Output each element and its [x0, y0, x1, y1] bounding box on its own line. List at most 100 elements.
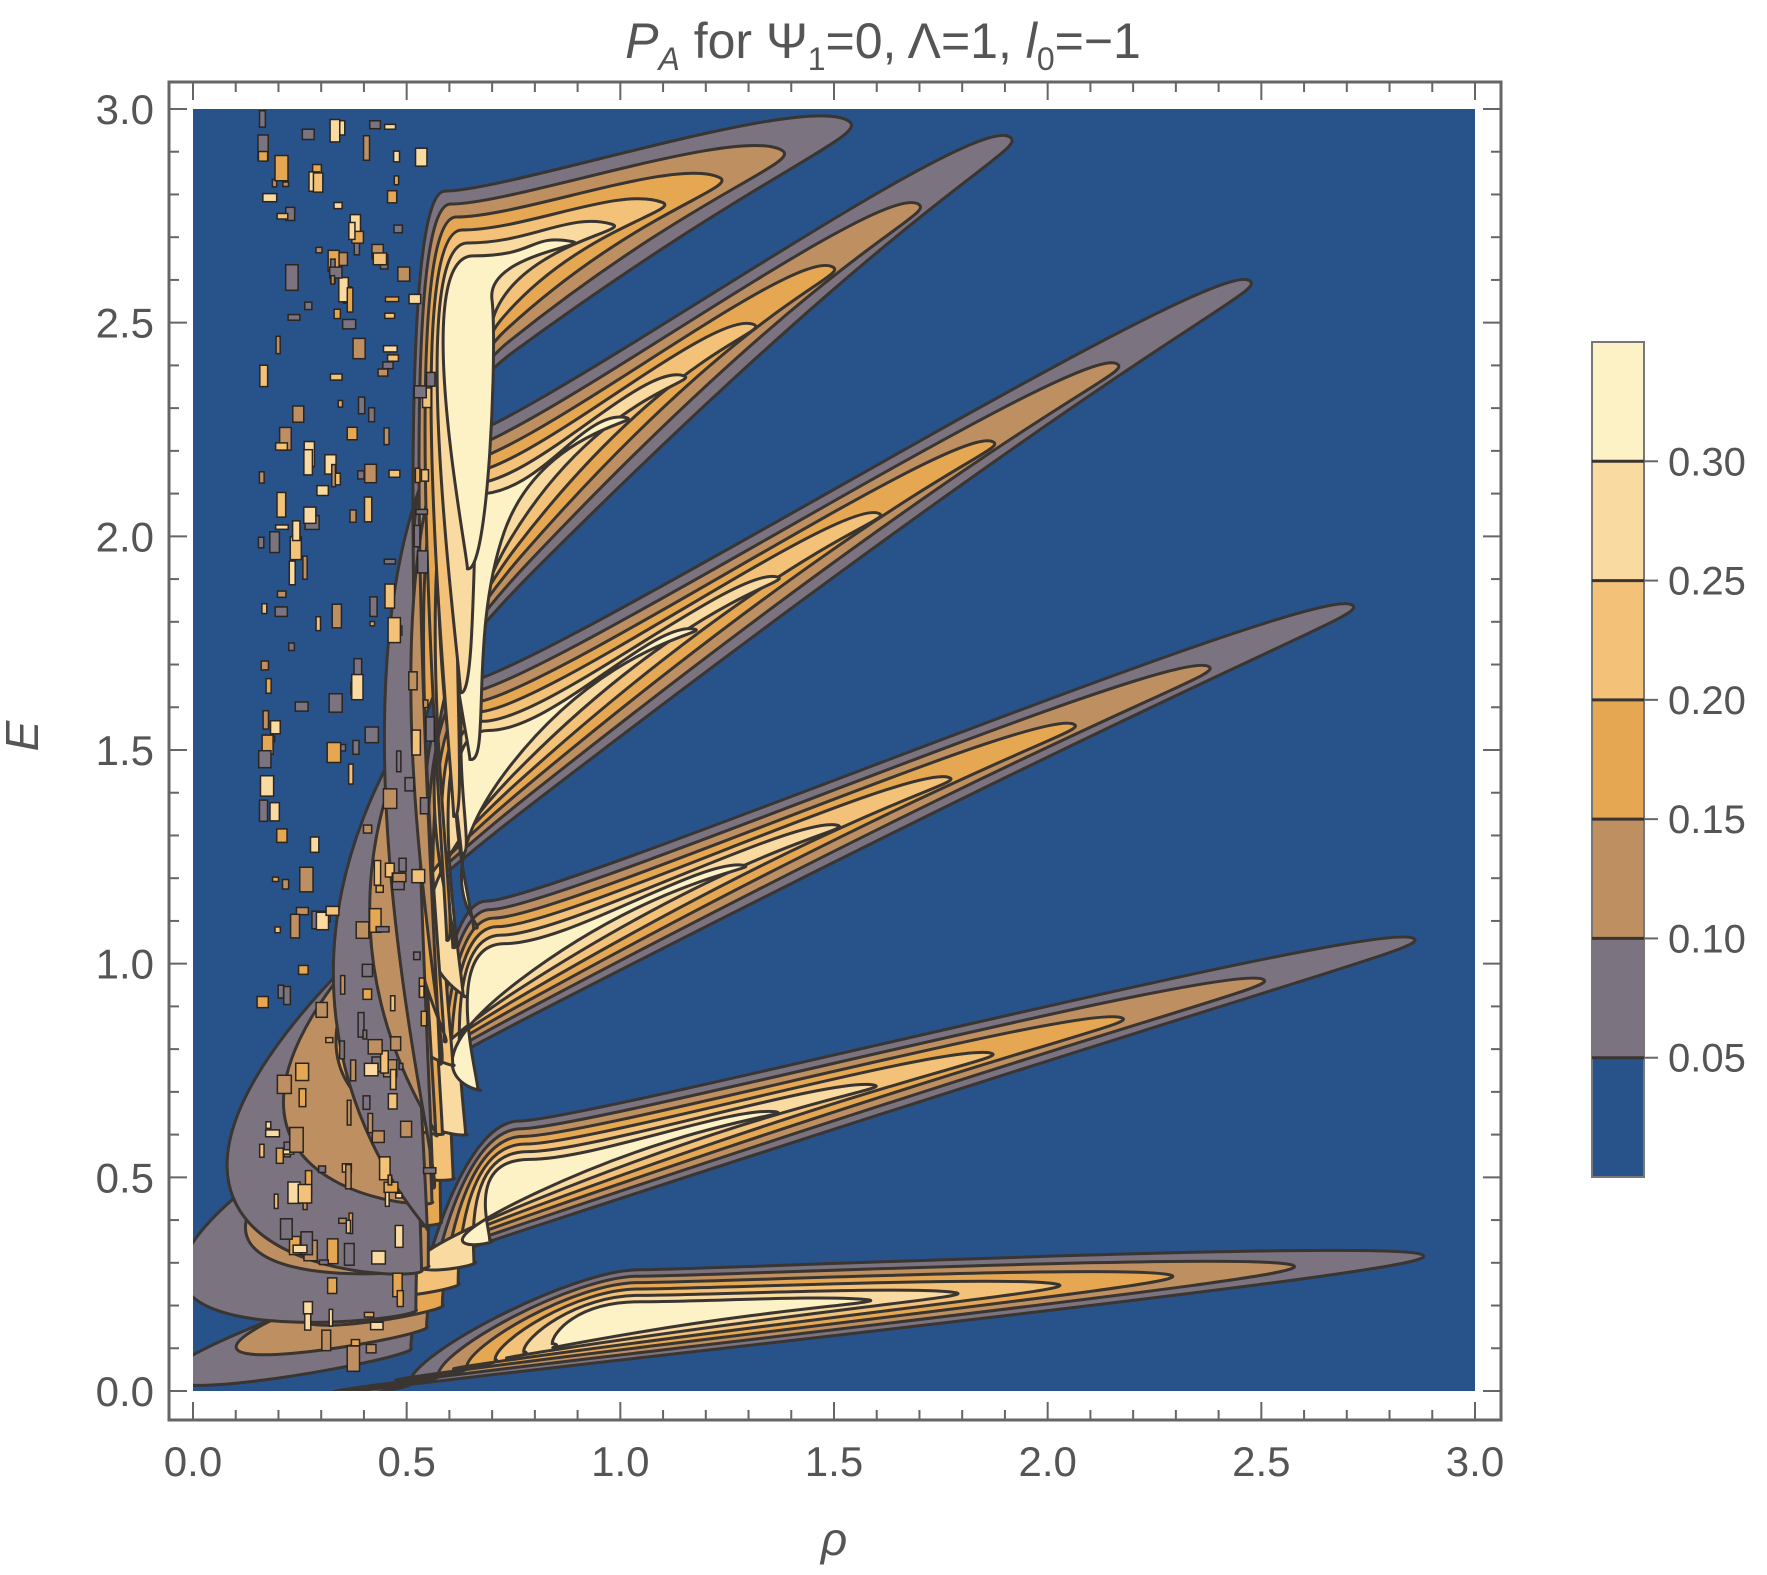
x-axis-ticks: 0.0 0.5 1.0 1.5 2.0 2.5 3.0 [164, 82, 1504, 1485]
contour-noise-patch [274, 442, 289, 451]
contour-noise-patch [269, 531, 281, 554]
contour-noise-patch [271, 876, 280, 883]
contour-noise-patch [415, 508, 429, 515]
contour-noise-patch [367, 407, 376, 423]
contour-noise-patch [328, 1308, 334, 1327]
contour-noise-patch [383, 427, 390, 446]
contour-noise-patch [346, 1099, 352, 1126]
contour-noise-patch [419, 797, 430, 815]
x-tick-label: 1.5 [805, 1438, 863, 1485]
title-sub-2: 0 [1037, 41, 1055, 77]
contour-noise-patch [258, 799, 269, 823]
contour-noise-patch [331, 463, 337, 488]
contour-noise-patch [273, 1193, 279, 1210]
contour-noise-patch [414, 147, 428, 167]
contour-noise-patch [398, 1062, 404, 1071]
contour-noise-patch [349, 1059, 357, 1082]
contour-noise-patch [396, 1289, 405, 1308]
colorbar-label: 0.15 [1668, 798, 1746, 842]
contour-noise-patch [362, 134, 371, 162]
contour-noise-patch [363, 1062, 379, 1077]
contour-noise-patch [297, 1183, 313, 1204]
contour-noise-patch [389, 1036, 402, 1052]
contour-noise-patch [262, 192, 278, 203]
contour-noise-patch [357, 1011, 365, 1038]
contour-noise-patch [325, 905, 340, 917]
contour-noise-patch [337, 399, 344, 408]
contour-noise-patch [292, 405, 305, 423]
contour-noise-region [256, 110, 437, 1373]
contour-noise-patch [350, 1338, 361, 1347]
contour-noise-patch [262, 709, 270, 730]
contour-noise-patch [269, 801, 281, 822]
contour-noise-patch [292, 1244, 308, 1254]
contour-noise-patch [394, 1192, 403, 1199]
colorbar-band [1592, 699, 1644, 820]
contour-noise-patch [326, 1238, 339, 1265]
contour-noise-patch [297, 964, 309, 976]
contour-noise-patch [384, 583, 396, 609]
contour-noise-patch [382, 788, 398, 810]
contour-noise-patch [420, 468, 430, 482]
contour-noise-patch [382, 344, 398, 353]
title-symbol-2: l [1026, 13, 1039, 69]
contour-noise-patch [258, 471, 265, 484]
contour-noise-patch [257, 749, 272, 769]
contour-noise-patch [339, 974, 346, 995]
contour-noise-patch [343, 1242, 355, 1266]
contour-noise-patch [362, 1095, 371, 1111]
contour-noise-patch [291, 520, 301, 542]
contour-noise-patch [379, 1050, 389, 1074]
contour-noise-patch [303, 448, 314, 476]
contour-noise-patch [329, 118, 341, 143]
contour-noise-patch [393, 224, 404, 234]
contour-noise-patch [338, 1040, 346, 1060]
contour-noise-patch [281, 878, 290, 890]
contour-noise-patch [367, 1112, 374, 1134]
x-tick-label: 2.5 [1232, 1438, 1290, 1485]
colorbar-band [1592, 1057, 1644, 1177]
contour-noise-patch [352, 337, 366, 360]
contour-noise-patch [282, 181, 290, 188]
contour-noise-patch [350, 673, 364, 701]
contour-noise-patch [414, 467, 421, 484]
contour-noise-patch [363, 463, 378, 484]
contour-noise-patch [338, 1217, 348, 1225]
contour-noise-patch [411, 729, 422, 756]
contour-noise-patch [275, 335, 281, 355]
contour-noise-patch [328, 266, 343, 279]
contour-noise-patch [375, 925, 390, 933]
contour-noise-patch [298, 1087, 307, 1108]
contour-noise-patch [347, 763, 354, 785]
contour-noise-patch [363, 1311, 375, 1318]
contour-noise-patch [394, 1224, 404, 1249]
contour-noise-patch [389, 1068, 397, 1091]
contour-noise-patch [275, 1147, 285, 1165]
x-tick-label: 3.0 [1446, 1438, 1504, 1485]
contour-band [441, 238, 577, 571]
contour-noise-patch [259, 775, 275, 797]
contour-noise-patch [302, 555, 308, 580]
contour-noise-patch [294, 701, 309, 712]
y-tick-label: 2.0 [96, 513, 154, 560]
contour-noise-patch [388, 469, 401, 479]
contour-noise-patch [284, 264, 299, 292]
contour-noise-patch [329, 373, 343, 381]
contour-noise-patch [398, 857, 407, 873]
x-tick-label: 1.0 [591, 1438, 649, 1485]
contour-noise-patch [283, 985, 292, 1006]
contour-noise-patch [315, 246, 323, 254]
contour-noise-patch [257, 150, 269, 162]
y-tick-label: 0.0 [96, 1368, 154, 1415]
contour-noise-patch [317, 1165, 327, 1174]
contour-noise-patch [316, 484, 330, 497]
contour-noise-patch [387, 616, 402, 644]
contour-noise-patch [386, 354, 400, 363]
contour-noise-patch [422, 699, 429, 709]
y-axis-label: E [0, 719, 48, 751]
contour-noise-patch [304, 301, 313, 311]
contour-noise-patch [315, 911, 330, 931]
contour-noise-patch [256, 995, 270, 1009]
contour-noise-patch [333, 308, 342, 320]
contour-noise-patch [369, 596, 378, 618]
